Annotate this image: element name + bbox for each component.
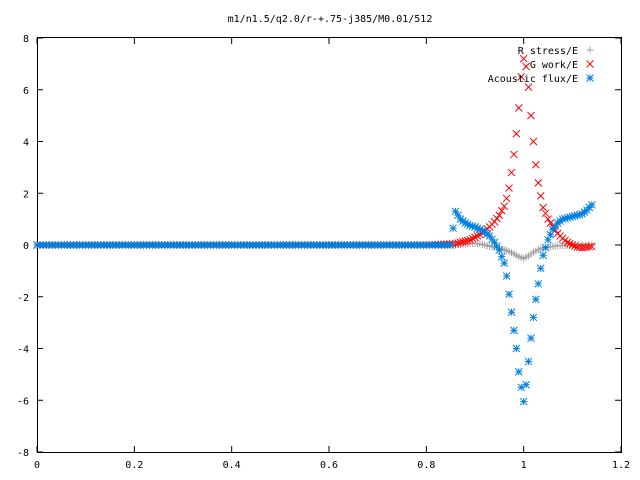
data-point: [524, 83, 533, 92]
legend-label: Acoustic flux/E: [488, 74, 578, 85]
data-point: [454, 239, 462, 247]
legend-marker: [586, 74, 594, 82]
legend-marker: [586, 46, 594, 54]
data-point: [461, 237, 470, 245]
legend-label: R stress/E: [518, 46, 578, 57]
x-tick-label: 1: [521, 460, 527, 471]
x-tick-label: 0.6: [320, 460, 338, 471]
y-tick-label: 8: [23, 34, 29, 45]
data-point: [505, 290, 513, 299]
chart-title: m1/n1.5/q2.0/r-+.75-j385/M0.01/512: [228, 14, 433, 25]
y-tick-label: -8: [17, 448, 29, 459]
data-point: [500, 202, 509, 211]
data-point: [529, 137, 538, 146]
y-tick-label: 6: [23, 86, 29, 97]
data-point: [519, 397, 528, 406]
data-point: [541, 243, 550, 252]
data-point: [449, 224, 457, 233]
data-point: [514, 367, 523, 376]
data-point: [468, 234, 477, 243]
data-point: [522, 62, 530, 71]
data-point: [527, 111, 535, 120]
data-point: [536, 264, 545, 273]
data-point: [527, 334, 535, 343]
data-point: [546, 219, 555, 227]
data-point: [531, 160, 540, 169]
data-point: [456, 238, 465, 247]
axis-ticks: [36, 37, 622, 453]
data-point: [510, 150, 518, 159]
y-tick-label: -4: [17, 345, 29, 356]
data-point: [536, 191, 545, 200]
data-point: [519, 54, 528, 63]
data-point: [463, 236, 472, 245]
data-point: [471, 233, 479, 242]
y-tick-label: 0: [23, 241, 29, 252]
data-point: [587, 201, 596, 209]
legend-marker: [586, 60, 594, 68]
data-point: [534, 279, 543, 288]
data-point: [544, 215, 552, 223]
x-tick-label: 0.2: [125, 460, 143, 471]
legend: R stress/E G work/E Acoustic flux/E: [488, 46, 594, 85]
series-3: [33, 201, 596, 406]
data-point: [495, 211, 504, 220]
data-point: [490, 217, 499, 226]
data-point: [524, 357, 533, 366]
data-points: [33, 54, 596, 406]
data-point: [541, 209, 550, 218]
data-point: [517, 72, 526, 81]
data-point: [563, 238, 572, 247]
y-tick-label: -6: [17, 396, 29, 407]
y-tick-labels: 8 6 4 2 0 -2 -4 -6 -8: [17, 34, 29, 459]
data-point: [497, 206, 506, 215]
data-point: [585, 242, 594, 251]
data-point: [505, 184, 513, 192]
data-point: [512, 129, 521, 138]
data-point: [502, 272, 511, 280]
data-point: [566, 239, 574, 248]
data-point: [446, 241, 455, 249]
data-point: [500, 259, 509, 267]
data-point: [493, 214, 501, 223]
data-point: [495, 246, 504, 255]
data-point: [568, 241, 577, 249]
data-point: [522, 380, 530, 389]
data-point: [458, 237, 467, 246]
x-tick-label: 0.8: [417, 460, 435, 471]
data-point: [466, 235, 474, 244]
x-tick-labels: 0 0.2 0.4 0.6 0.8 1 1.2: [34, 460, 630, 471]
data-point: [514, 104, 523, 112]
data-point: [570, 242, 579, 250]
data-point: [587, 242, 596, 251]
data-point: [507, 168, 516, 177]
data-point: [529, 313, 538, 322]
data-point: [497, 252, 506, 261]
x-tick-label: 1.2: [612, 460, 630, 471]
y-tick-label: 4: [23, 138, 29, 149]
x-tick-label: 0: [34, 460, 40, 471]
y-tick-label: 2: [23, 189, 29, 200]
y-tick-label: -2: [17, 293, 29, 304]
data-point: [451, 207, 460, 216]
data-point: [510, 326, 518, 335]
data-point: [534, 179, 543, 187]
data-point: [451, 239, 460, 248]
data-point: [539, 203, 547, 212]
legend-label: G work/E: [530, 60, 578, 71]
data-point: [531, 295, 540, 304]
data-point: [512, 344, 521, 353]
data-point: [539, 251, 547, 260]
data-point: [502, 194, 511, 203]
data-point: [507, 308, 516, 317]
x-tick-label: 0.4: [223, 460, 241, 471]
